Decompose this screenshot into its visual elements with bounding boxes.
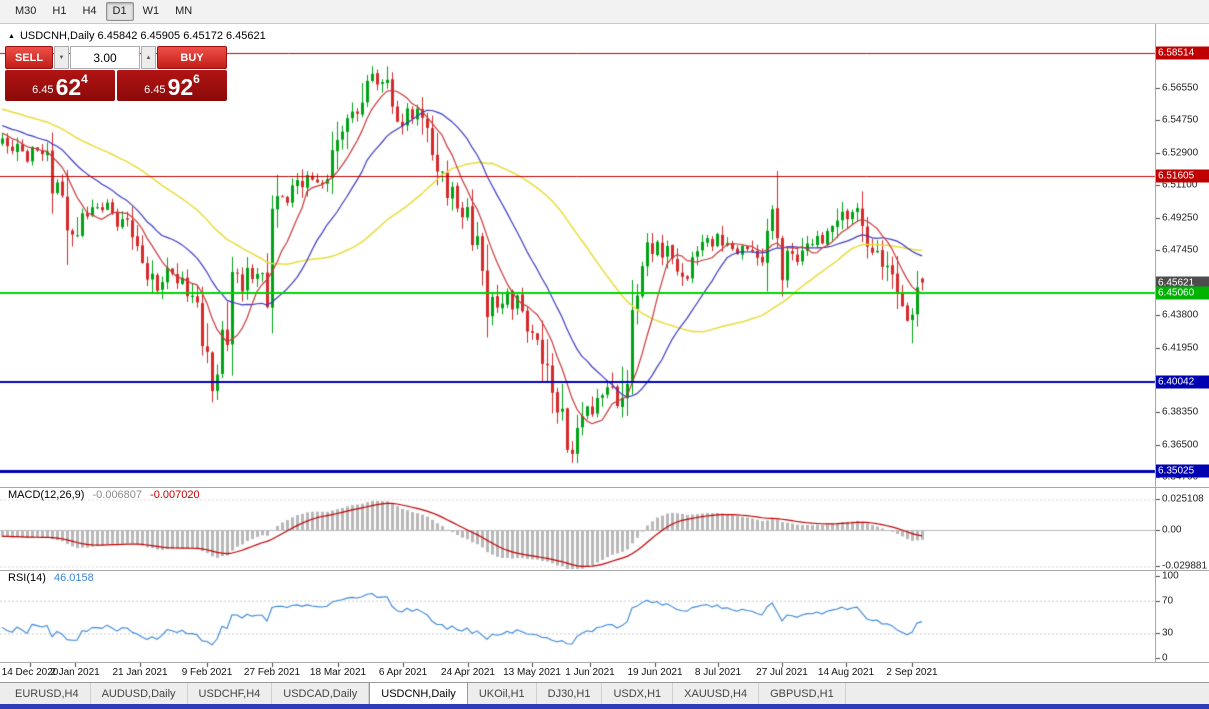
chart-tab-usdx-h1[interactable]: USDX,H1 [602,683,674,704]
symbol-ohlc-header: ▲ USDCNH,Daily 6.45842 6.45905 6.45172 6… [8,30,266,42]
price-tick-label: 6.49250 [1162,212,1199,224]
volume-decrease-button[interactable]: ▼ [54,46,69,69]
timeframe-button-d1[interactable]: D1 [105,2,134,21]
rsi-axis-label: 100 [1162,570,1179,582]
caret-up-icon: ▲ [145,54,152,61]
timeframe-toolbar: M30 H1 H4 D1 W1 MN [0,0,1209,24]
price-tick-label: 6.38350 [1162,406,1199,418]
price-axis[interactable]: 6.56550 6.54750 6.52900 6.51100 6.49250 6.474… [1156,0,1209,682]
timeframe-button-h1[interactable]: H1 [52,5,67,17]
price-tick-label: 6.51100 [1162,179,1198,191]
date-label: 18 Mar 2021 [309,667,367,678]
volume-input[interactable]: 3.00 [70,46,140,69]
price-tick-label: 6.36500 [1162,439,1199,451]
macd-panel-separator[interactable] [0,487,1209,488]
date-label: 14 Dec 2020 [1,667,59,678]
ask-price-prefix: 6.45 [144,84,166,96]
price-axis-border [1155,24,1156,662]
bid-price-main: 62 [55,74,82,100]
macd-axis-label: 0.025108 [1162,493,1204,505]
price-level-badge: 6.40042 [1156,375,1209,389]
price-tick-label: 6.54750 [1162,114,1199,126]
macd-axis-label: -0.029881 [1162,560,1208,572]
rsi-axis-label: 70 [1162,595,1174,607]
date-label: 6 Apr 2021 [378,667,428,678]
date-label: 9 Feb 2021 [181,667,233,678]
timeframe-button-w1[interactable]: W1 [142,5,160,17]
date-label: 27 Feb 2021 [243,667,301,678]
chart-tab-bar: EURUSD,H4 AUDUSD,Daily USDCHF,H4 USDCAD,Dai… [0,682,1209,704]
price-tick-label: 6.41950 [1162,342,1199,354]
ask-price-button[interactable]: 6.45 92 6 [117,70,227,101]
date-label: 13 May 2021 [503,667,561,678]
buy-button[interactable]: BUY [157,46,227,69]
date-label: 21 Jan 2021 [112,667,168,678]
price-level-badge: 6.51605 [1156,169,1209,183]
timeframe-button-mn[interactable]: MN [175,5,193,17]
macd-indicator-label: MACD(12,26,9) -0.006807 -0.007020 [8,489,200,501]
taskbar-edge [0,704,1209,709]
rsi-axis-label: 30 [1162,627,1174,639]
chart-tab-usdchf-h4[interactable]: USDCHF,H4 [188,683,273,704]
chart-tab-audusd-daily[interactable]: AUDUSD,Daily [91,683,188,704]
date-label: 27 Jul 2021 [756,667,808,678]
chart-shift-icon: ▲ [8,32,15,40]
symbol-ohlc-text: USDCNH,Daily 6.45842 6.45905 6.45172 6.4… [19,30,266,42]
bid-price-prefix: 6.45 [32,84,54,96]
date-label: 2 Sep 2021 [886,667,938,678]
chart-tab-gbpusd-h1[interactable]: GBPUSD,H1 [759,683,846,704]
bid-price-button[interactable]: 6.45 62 4 [5,70,115,101]
macd-main-value: -0.006807 [92,489,143,501]
rsi-indicator-label: RSI(14) 46.0158 [8,572,94,584]
macd-signal-value: -0.007020 [150,489,200,501]
chart-tab-xauusd-h4[interactable]: XAUUSD,H4 [673,683,760,704]
price-tick-label: 6.56550 [1162,82,1199,94]
date-label: 8 Jul 2021 [694,667,742,678]
one-click-trading-panel: SELL ▼ 3.00 ▲ BUY 6.45 62 4 6.45 92 6 [5,46,227,101]
ask-price-pip: 6 [193,72,200,86]
volume-increase-button[interactable]: ▲ [141,46,156,69]
chart-tab-usdcnh-daily[interactable]: USDCNH,Daily [369,682,468,704]
price-tick-label: 6.52900 [1162,147,1199,159]
timeframe-button-m30[interactable]: M30 [15,5,37,17]
date-label: 2 Jan 2021 [50,667,100,678]
macd-axis-label: 0.00 [1162,524,1182,536]
chart-tab-dj30-h1[interactable]: DJ30,H1 [537,683,603,704]
date-label: 14 Aug 2021 [817,667,875,678]
price-level-badge: 6.45060 [1156,286,1209,300]
price-level-badge: 6.35025 [1156,464,1209,478]
ask-price-main: 92 [167,74,194,100]
chart-tab-usdcad-daily[interactable]: USDCAD,Daily [272,683,370,704]
sell-button[interactable]: SELL [5,46,53,69]
rsi-name: RSI(14) [8,572,46,584]
date-label: 24 Apr 2021 [441,667,495,678]
rsi-value: 46.0158 [53,572,94,584]
date-label: 1 Jun 2021 [565,667,615,678]
price-tick-label: 6.47450 [1162,244,1199,256]
chart-tab-ukoil-h1[interactable]: UKOil,H1 [468,683,537,704]
timeframe-button-h4[interactable]: H4 [82,5,97,17]
bid-price-pip: 4 [81,72,88,86]
time-axis[interactable]: 14 Dec 2020 2 Jan 2021 21 Jan 2021 9 Feb 20… [0,662,1155,682]
chart-tab-eurusd-h4[interactable]: EURUSD,H4 [4,683,91,704]
date-label: 19 Jun 2021 [627,667,683,678]
price-level-badge: 6.45621 [1156,276,1209,290]
time-axis-border [0,662,1209,663]
macd-name: MACD(12,26,9) [8,489,85,501]
rsi-panel-separator[interactable] [0,570,1209,571]
price-level-badge: 6.58514 [1156,46,1209,60]
caret-down-icon: ▼ [58,54,65,61]
rsi-axis-label: 0 [1162,652,1168,664]
price-tick-label: 6.43800 [1162,309,1199,321]
